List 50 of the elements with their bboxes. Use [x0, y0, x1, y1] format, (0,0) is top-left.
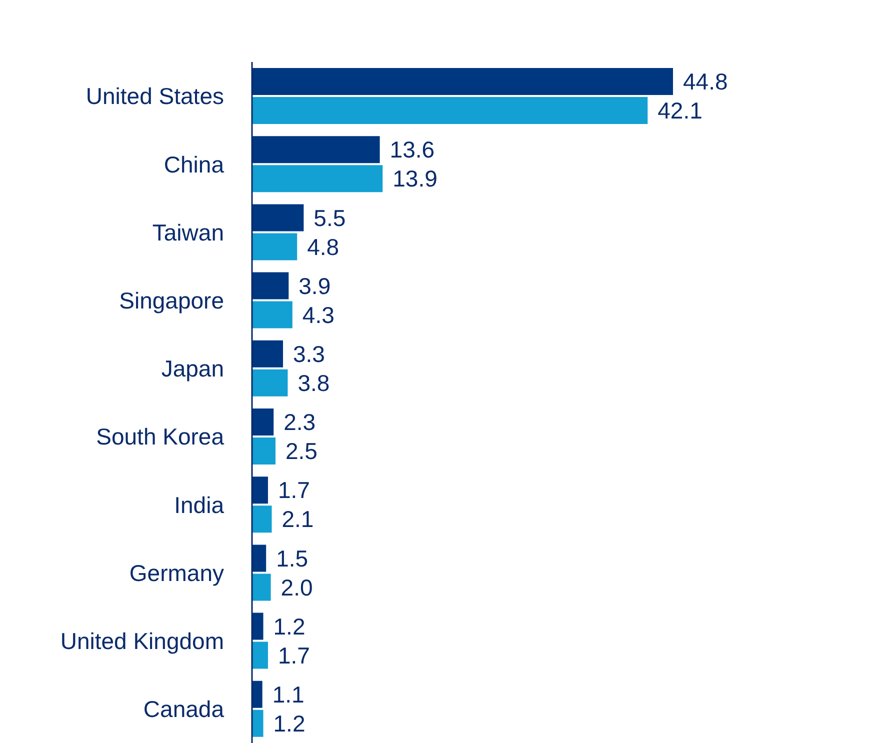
bar — [252, 272, 289, 300]
data-label: 5.5 — [314, 204, 346, 231]
y-tick-label: Singapore — [119, 288, 224, 314]
y-tick-label: United Kingdom — [60, 628, 224, 654]
bar — [252, 204, 304, 232]
data-label: 1.2 — [273, 710, 306, 736]
data-label: 13.6 — [390, 136, 435, 163]
data-label: 2.0 — [280, 574, 313, 600]
bar — [252, 506, 272, 533]
data-label: 4.3 — [302, 302, 334, 328]
data-label: 1.7 — [278, 477, 310, 504]
data-label: 1.1 — [272, 681, 304, 708]
y-tick-label: Taiwan — [152, 219, 224, 246]
bar — [252, 476, 268, 504]
data-label: 1.5 — [276, 545, 308, 572]
bar — [252, 136, 380, 164]
data-label: 2.1 — [282, 506, 314, 532]
y-tick-label: Germany — [129, 560, 224, 586]
y-tick-label: India — [174, 492, 224, 518]
data-label: 3.8 — [298, 370, 330, 396]
bar — [252, 544, 266, 572]
bar — [252, 301, 292, 328]
data-label: 44.8 — [683, 68, 728, 95]
bar — [252, 642, 268, 669]
bar — [252, 438, 276, 464]
y-tick-label: Canada — [143, 696, 224, 722]
bar — [252, 710, 264, 737]
data-label: 1.2 — [273, 613, 306, 640]
bar — [252, 68, 673, 95]
data-label: 42.1 — [658, 98, 702, 124]
y-tick-label: China — [164, 151, 224, 178]
bar — [252, 165, 383, 192]
data-label: 2.5 — [285, 438, 318, 464]
data-label: 4.8 — [307, 234, 340, 260]
data-label: 1.7 — [278, 642, 310, 668]
data-label: 2.3 — [284, 409, 316, 436]
y-tick-label: United States — [86, 83, 224, 110]
bar — [252, 369, 288, 396]
data-label: 3.3 — [293, 340, 325, 367]
data-label: 3.9 — [298, 272, 331, 299]
y-tick-label: South Korea — [96, 424, 224, 450]
bar — [252, 408, 274, 436]
bar — [252, 612, 264, 640]
bar — [252, 340, 284, 368]
bar — [252, 574, 271, 601]
bar — [252, 233, 298, 260]
bar — [252, 97, 648, 124]
y-tick-label: Japan — [161, 356, 224, 382]
data-label: 13.9 — [392, 166, 438, 192]
bar — [252, 680, 262, 708]
